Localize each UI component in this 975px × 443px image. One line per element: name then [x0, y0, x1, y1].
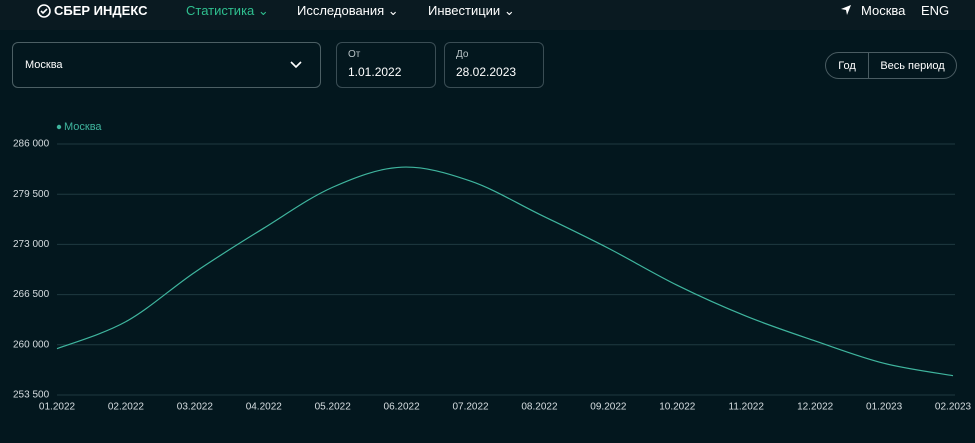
x-tick-label: 11.2022	[729, 402, 765, 413]
date-to[interactable]: До 28.02.2023	[444, 42, 544, 88]
location[interactable]: Москва	[861, 3, 906, 18]
x-tick-label: 12.2022	[797, 402, 834, 413]
region-select[interactable]: Москва	[12, 42, 321, 88]
nav-item[interactable]: Инвестиции ⌄	[428, 3, 515, 18]
location-icon	[841, 5, 851, 15]
x-tick-label: 01.2023	[866, 402, 903, 413]
chevron	[290, 61, 302, 69]
x-tick-label: 05.2022	[315, 402, 352, 413]
nav-text: Инвестиции	[428, 3, 501, 18]
x-tick-label: 02.2023	[935, 402, 972, 413]
chart: 286 000 279 500 273 000 266 500 260 000 253 5…	[13, 121, 972, 413]
x-tick-label: 02.2022	[108, 402, 145, 413]
period-button[interactable]: Год	[826, 53, 869, 78]
y-tick-label: 260 000	[13, 339, 50, 350]
date-label: От	[348, 49, 361, 60]
date-value: 1.01.2022	[348, 65, 402, 79]
region-value: Москва	[25, 59, 63, 71]
date-label: До	[456, 49, 469, 60]
x-tick-label: 03.2022	[177, 402, 214, 413]
legend-marker	[56, 124, 62, 130]
y-tick-label: 286 000	[13, 139, 50, 150]
x-tick-label: 01.2022	[39, 402, 76, 413]
nav-text: Исследования	[297, 3, 385, 18]
date-value: 28.02.2023	[456, 65, 517, 79]
y-tick-label: 279 500	[13, 189, 50, 200]
logo-icon	[37, 4, 51, 18]
x-tick-label: 07.2022	[452, 402, 489, 413]
y-tick-label: 266 500	[13, 289, 50, 300]
nav-item[interactable]: Статистика ⌄	[186, 3, 269, 18]
x-tick-label: 04.2022	[246, 402, 283, 413]
line	[56, 166, 954, 377]
x-tick-label: 06.2022	[384, 402, 421, 413]
language[interactable]: ENG	[921, 3, 950, 18]
date-from[interactable]: От 1.01.2022	[336, 42, 436, 88]
header: СБЕР ИНДЕКС Статистика ⌄ Исследования ⌄ …	[0, 0, 975, 30]
y-tick-label: 253 500	[13, 390, 50, 401]
y-tick-label: 273 000	[13, 239, 50, 250]
logo[interactable]: СБЕР ИНДЕКС	[54, 3, 148, 18]
legend-label: Москва	[64, 121, 102, 133]
nav-text: Статистика	[186, 3, 255, 18]
x-tick-label: 09.2022	[590, 402, 627, 413]
x-tick-label: 08.2022	[521, 402, 558, 413]
period-buttons: Год Весь период	[825, 52, 957, 79]
period-button[interactable]: Весь период	[880, 59, 945, 72]
nav-item[interactable]: Исследования ⌄	[297, 3, 399, 18]
x-tick-label: 10.2022	[659, 402, 696, 413]
